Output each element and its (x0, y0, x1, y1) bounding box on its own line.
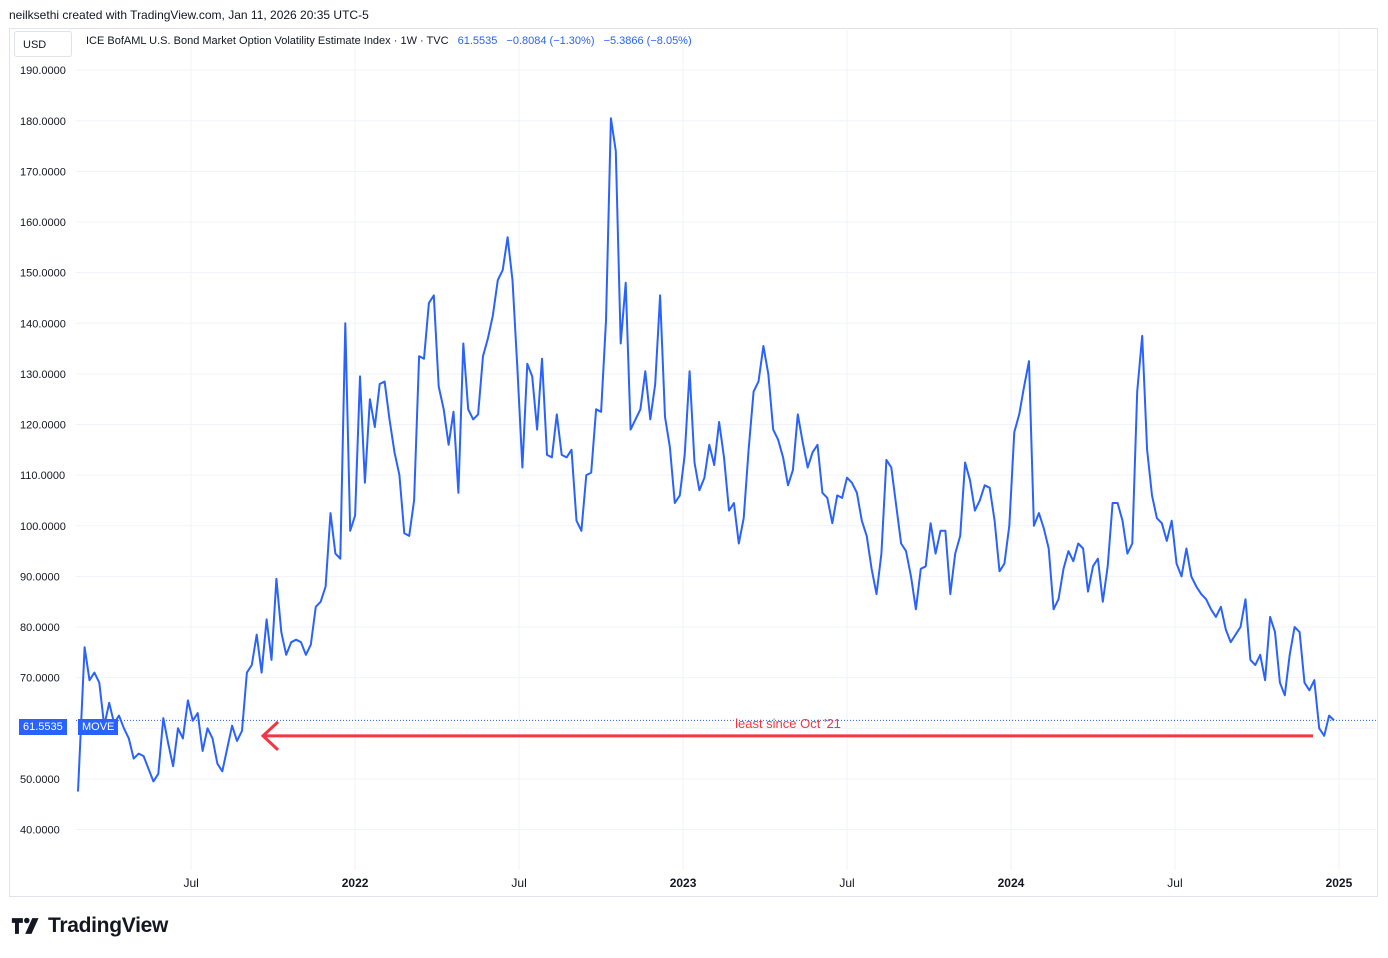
y-tick-label: 180.0000 (20, 116, 66, 128)
legend-title: ICE BofAML U.S. Bond Market Option Volat… (86, 35, 449, 47)
series-tag: MOVE (78, 719, 119, 735)
annotation: least since Oct '21 (260, 716, 1313, 751)
series-line-move (77, 117, 1335, 792)
legend-change-2: −5.3866 (−8.05%) (603, 35, 692, 47)
y-tick-label: 120.0000 (20, 420, 66, 432)
legend: ICE BofAML U.S. Bond Market Option Volat… (86, 35, 692, 47)
x-tick-label: Jul (839, 876, 854, 890)
annotation-arrow-head-icon (260, 720, 280, 751)
y-tick-label: 80.0000 (20, 622, 60, 634)
tradingview-logo-icon (11, 917, 39, 934)
brand-name: TradingView (48, 914, 169, 937)
x-axis: Jul2022Jul2023Jul2024Jul2025Jul2026 (183, 876, 1353, 890)
last-price-tag: 61.5535 (19, 719, 67, 735)
annotation-label: least since Oct '21 (735, 716, 841, 731)
x-tick-label: Jul (183, 876, 198, 890)
x-tick-label: 2023 (670, 876, 697, 890)
x-tick-label: 2024 (998, 876, 1025, 890)
y-tick-label: 90.0000 (20, 571, 60, 583)
y-tick-label: 130.0000 (20, 369, 66, 381)
y-tick-label: 50.0000 (20, 774, 60, 786)
y-tick-label: 110.0000 (20, 470, 65, 482)
x-tick-label: 2022 (342, 876, 369, 890)
y-tick-label: 170.0000 (20, 166, 66, 178)
x-tick-label: Jul (511, 876, 526, 890)
brand: TradingView (10, 914, 168, 938)
currency-selector[interactable]: USD (14, 31, 72, 57)
y-axis: 40.000050.000060.000070.000080.000090.00… (20, 65, 66, 836)
y-tick-label: 100.0000 (20, 521, 66, 533)
x-tick-label: 2025 (1326, 876, 1353, 890)
y-tick-label: 190.0000 (20, 65, 66, 77)
y-tick-label: 40.0000 (20, 825, 60, 837)
y-tick-label: 160.0000 (20, 217, 66, 229)
y-tick-label: 70.0000 (20, 673, 60, 685)
legend-change: −0.8084 (−1.30%) (506, 35, 595, 47)
x-tick-label: Jul (1167, 876, 1182, 890)
y-tick-label: 150.0000 (20, 268, 66, 280)
legend-last-value: 61.5535 (457, 35, 498, 47)
y-tick-label: 140.0000 (20, 318, 66, 330)
chart-credit: neilksethi created with TradingView.com,… (9, 8, 369, 22)
